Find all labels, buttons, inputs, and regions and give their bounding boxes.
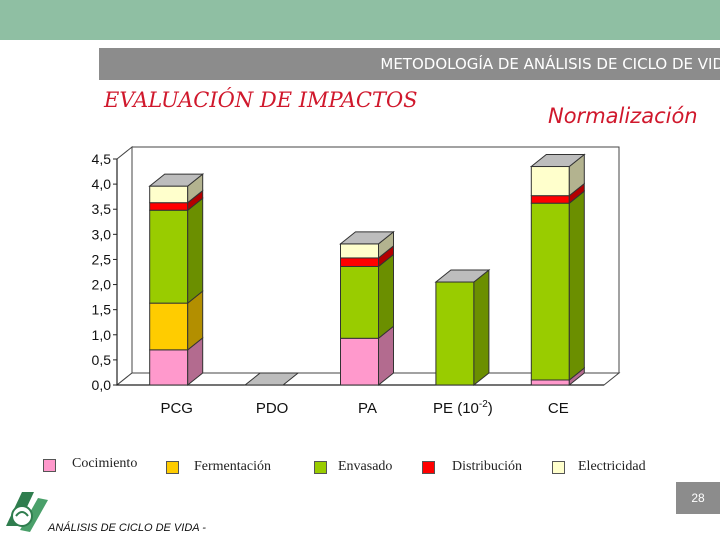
y-tick-label: 2,5	[92, 251, 112, 267]
bar-segment	[149, 349, 189, 386]
x-tick-label: PE (10-2)	[433, 399, 493, 417]
bar-segment	[149, 202, 189, 211]
bar-segment	[530, 166, 570, 197]
y-tick-label: 0,5	[92, 352, 112, 368]
y-tick-label: 1,0	[92, 327, 112, 343]
bar-segment-side	[473, 269, 490, 387]
cip-logo-icon	[6, 492, 48, 532]
chart-side-wall	[116, 145, 133, 387]
bar-top	[339, 231, 395, 245]
slide-title: METODOLOGÍA DE ANÁLISIS DE CICLO DE VIDA	[380, 55, 720, 73]
section-heading: EVALUACIÓN DE IMPACTOS	[104, 88, 418, 112]
bar-top	[529, 154, 586, 168]
legend-label: Distribución	[452, 459, 522, 474]
y-tick-label: 3,5	[92, 201, 112, 217]
bar-segment	[530, 195, 570, 204]
bar-segment	[340, 265, 379, 339]
footer-text: ANÁLISIS DE CICLO DE VIDA -	[48, 522, 206, 534]
slide-title-bar: METODOLOGÍA DE ANÁLISIS DE CICLO DE VIDA	[99, 48, 720, 80]
y-tick-label: 2,0	[92, 277, 112, 293]
legend-label: Fermentación	[194, 459, 271, 474]
bar-segment	[530, 379, 570, 386]
legend-swatch	[314, 461, 327, 474]
bar-top	[148, 173, 205, 187]
bar-segment	[530, 202, 570, 381]
bar-empty-top	[243, 372, 300, 386]
x-tick-label: PA	[358, 400, 377, 417]
bar-segment	[149, 185, 189, 204]
bar-segment	[340, 337, 379, 386]
x-tick-label: CE	[548, 400, 569, 417]
bar-segment	[340, 243, 379, 259]
legend-swatch	[166, 461, 179, 474]
y-tick-label: 1,5	[92, 302, 112, 318]
bar-segment-side	[378, 253, 394, 340]
bar-segment	[149, 302, 189, 351]
y-tick-label: 4,5	[92, 151, 112, 167]
bar-segment	[340, 257, 379, 267]
bar-segment	[435, 281, 475, 386]
legend-swatch	[422, 461, 435, 474]
page-number: 28	[676, 482, 720, 514]
y-tick-label: 4,0	[92, 176, 112, 192]
legend-label: Cocimiento	[72, 456, 138, 471]
x-tick-label: PDO	[256, 400, 289, 417]
legend-label: Envasado	[338, 459, 393, 474]
bar-segment-side	[568, 190, 585, 382]
legend-label: Electricidad	[578, 459, 646, 474]
chart-subheading: Normalización	[548, 104, 698, 128]
x-tick-label: PCG	[160, 400, 193, 417]
bar-segment-side	[187, 197, 204, 305]
y-tick-label: 3,0	[92, 226, 112, 242]
legend-swatch	[43, 459, 56, 472]
bar-top	[434, 269, 491, 283]
legend-swatch	[552, 461, 565, 474]
y-tick-label: 0,0	[92, 377, 112, 393]
top-band	[0, 0, 720, 40]
bar-segment	[149, 209, 189, 304]
